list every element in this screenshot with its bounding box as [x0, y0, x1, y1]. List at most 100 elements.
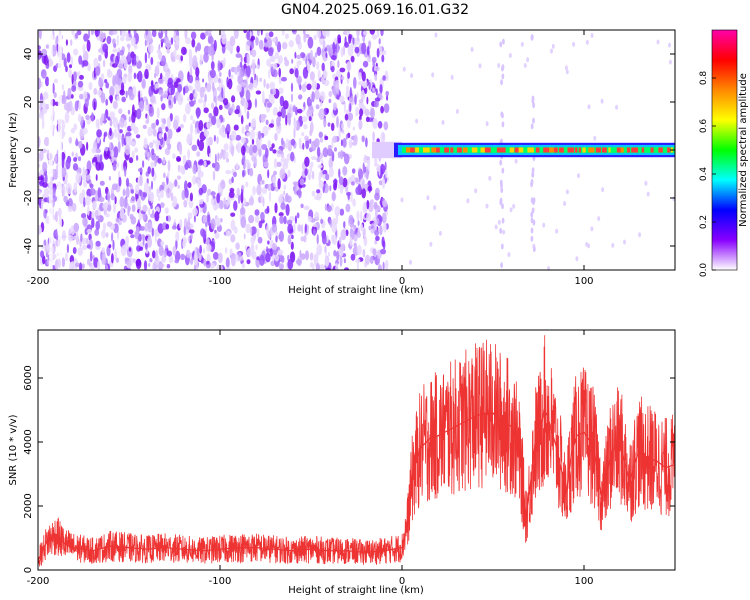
spectral-speckle — [302, 67, 309, 79]
spectral-speckle — [78, 55, 83, 65]
spectral-speckle — [366, 199, 370, 210]
spectral-speckle — [105, 264, 109, 270]
spectral-speckle — [381, 54, 385, 63]
spectral-speckle — [199, 87, 205, 99]
snr-point — [428, 438, 431, 440]
spectral-speckle — [365, 168, 369, 180]
spectral-speckle — [135, 155, 139, 161]
spectral-speckle — [381, 236, 385, 248]
spectral-speckle — [333, 250, 337, 257]
snr-noise-trace — [38, 335, 675, 567]
spectral-speckle — [183, 217, 188, 228]
spectral-speckle — [333, 179, 338, 184]
spectral-speckle — [316, 30, 322, 39]
spectral-speckle — [41, 244, 45, 249]
faint-speckle — [550, 48, 553, 54]
spectral-speckle — [226, 230, 231, 237]
spectral-speckle — [101, 247, 105, 254]
spectral-speckle — [63, 57, 67, 68]
spectral-speckle — [369, 30, 375, 35]
faint-speckle — [502, 38, 505, 45]
spectral-speckle — [88, 233, 92, 241]
spectral-speckle — [328, 90, 333, 98]
spectral-speckle — [111, 30, 118, 35]
spectral-speckle — [360, 90, 366, 101]
spectral-speckle — [71, 85, 77, 92]
snr-point — [419, 447, 422, 450]
spectral-speckle — [207, 214, 211, 227]
spectral-speckle — [350, 253, 356, 261]
spectral-speckle — [272, 107, 278, 116]
spectral-speckle — [253, 79, 258, 89]
spectral-speckle — [359, 108, 364, 117]
spectral-speckle — [119, 207, 125, 220]
band-peak — [582, 147, 586, 153]
spectral-speckle — [164, 207, 169, 214]
spectral-speckle — [301, 116, 308, 123]
spectral-speckle — [347, 132, 351, 139]
spectral-speckle — [71, 30, 75, 36]
spectral-speckle — [323, 79, 330, 87]
spectral-speckle — [324, 245, 327, 254]
faint-speckle — [611, 242, 615, 248]
band-peak — [567, 147, 574, 153]
spectral-speckle — [336, 70, 342, 78]
spectral-speckle — [177, 93, 184, 106]
spectral-speckle — [285, 33, 289, 40]
faint-speckle — [615, 104, 619, 110]
spectral-speckle — [104, 79, 108, 84]
spectral-speckle — [73, 157, 78, 162]
spectral-speckle — [77, 80, 84, 88]
spectral-speckle — [144, 52, 148, 64]
spectral-speckle — [187, 236, 191, 243]
spectral-speckle — [209, 153, 211, 158]
spectral-speckle — [154, 211, 160, 222]
spectral-speckle — [278, 263, 284, 270]
spectral-speckle — [358, 99, 364, 104]
snr-point — [392, 548, 394, 550]
spectral-speckle — [187, 217, 191, 228]
spectral-speckle — [53, 78, 59, 84]
spectral-speckle — [353, 224, 357, 231]
spectral-speckle — [362, 35, 366, 43]
spectral-speckle — [192, 119, 196, 125]
spectral-speckle — [111, 183, 118, 191]
spectral-speckle — [365, 254, 370, 265]
band-peak — [527, 147, 534, 153]
snr-point — [237, 546, 239, 549]
spectral-speckle — [358, 72, 362, 80]
spectral-speckle — [62, 185, 66, 197]
spectral-speckle — [272, 87, 277, 96]
spectral-speckle — [318, 264, 325, 270]
spectral-speckle — [191, 38, 196, 48]
spectral-speckle — [183, 113, 187, 123]
spectral-speckle — [210, 61, 215, 70]
spectral-speckle — [248, 122, 251, 127]
spectral-speckle — [373, 100, 379, 108]
spectral-speckle — [289, 68, 295, 75]
spectral-speckle — [231, 95, 236, 103]
spectral-speckle — [83, 197, 86, 208]
spectral-speckle — [235, 162, 239, 170]
band-peak — [658, 147, 663, 153]
spectral-speckle — [158, 89, 164, 96]
spectral-speckle — [272, 176, 276, 184]
spectral-speckle — [206, 122, 211, 129]
spectral-speckle — [269, 146, 274, 152]
faint-speckle — [501, 203, 504, 210]
spectral-speckle — [324, 203, 327, 211]
spectral-speckle — [261, 187, 268, 195]
spectral-speckle — [152, 209, 155, 217]
spectral-speckle — [234, 66, 238, 75]
spectral-speckle — [117, 132, 121, 142]
spectral-speckle — [219, 264, 224, 270]
spectral-speckle — [218, 127, 224, 136]
spectral-speckle — [147, 192, 150, 197]
spectral-speckle — [192, 55, 198, 67]
spectral-speckle — [220, 32, 227, 40]
spectral-speckle — [228, 191, 235, 199]
spectral-speckle — [109, 141, 112, 152]
spectral-speckle — [268, 69, 271, 80]
spectral-speckle — [147, 126, 153, 137]
spectral-speckle — [241, 145, 246, 156]
